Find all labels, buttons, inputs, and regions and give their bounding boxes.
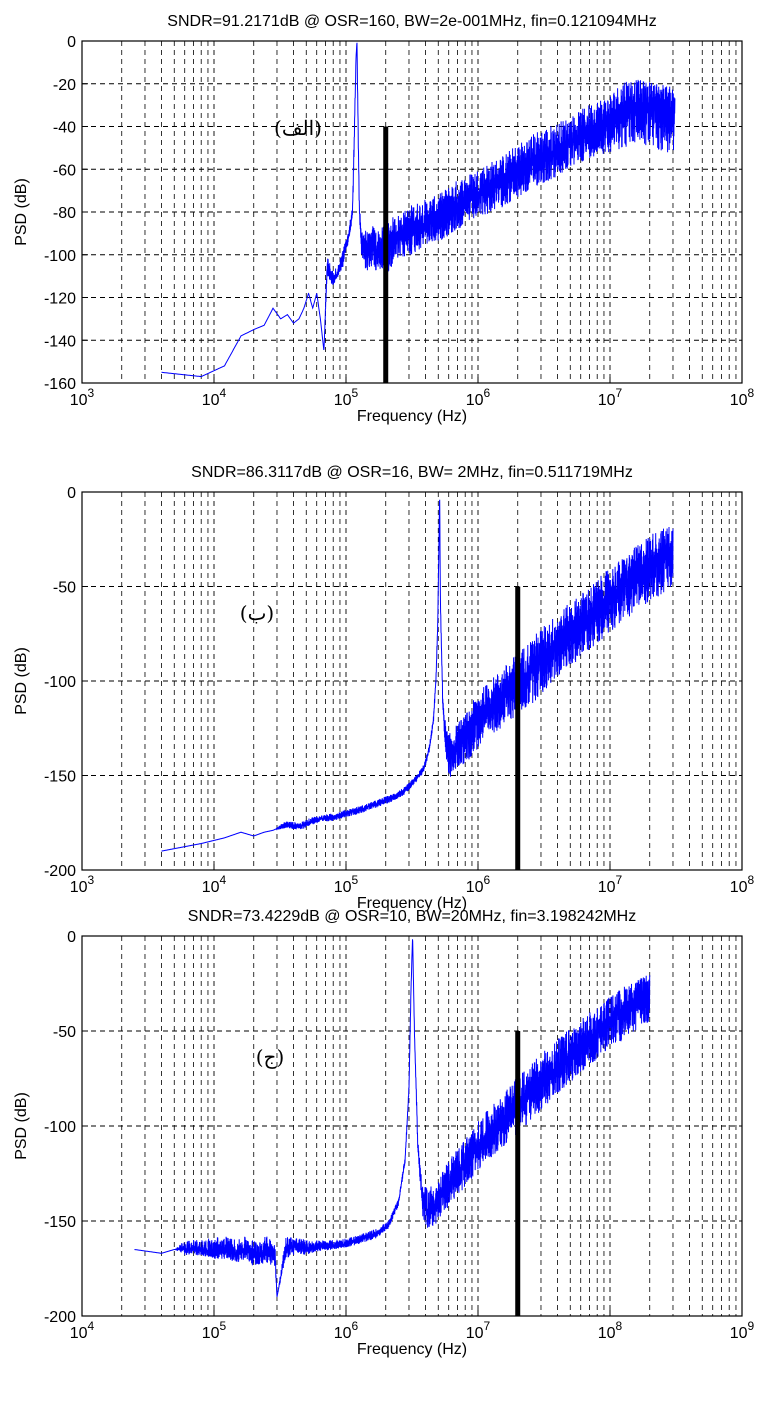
panel-annotation: (ج): [256, 1045, 285, 1069]
y-axis-label: PSD (dB): [13, 178, 30, 246]
y-tick-label: -140: [44, 333, 76, 350]
x-axis-label: Frequency (Hz): [357, 895, 467, 912]
x-tick-label: 107: [598, 386, 623, 409]
y-tick-label: 0: [67, 485, 76, 502]
x-tick-label: 107: [598, 873, 623, 896]
y-tick-label: -20: [53, 77, 76, 94]
chart-panel-2: SNDR=86.3117dB @ OSR=16, BW= 2MHz, fin=0…: [13, 464, 755, 912]
y-tick-label: -40: [53, 120, 76, 137]
x-tick-label: 104: [202, 386, 227, 409]
psd-series-line: [134, 939, 651, 1297]
y-tick-label: 0: [67, 34, 76, 51]
x-tick-label: 105: [334, 873, 359, 896]
y-axis-label: PSD (dB): [13, 647, 30, 715]
y-tick-label: -120: [44, 291, 76, 308]
x-tick-label: 108: [598, 1319, 623, 1342]
y-tick-label: -50: [53, 580, 76, 597]
y-tick-label: -100: [44, 674, 76, 691]
x-tick-label: 109: [730, 1319, 755, 1342]
y-tick-label: -150: [44, 769, 76, 786]
panel-annotation: (الف): [274, 116, 322, 140]
x-axis-label: Frequency (Hz): [357, 408, 467, 425]
x-tick-label: 106: [466, 873, 491, 896]
y-tick-label: -100: [44, 1119, 76, 1136]
y-tick-label: 0: [67, 929, 76, 946]
x-tick-label: 105: [334, 386, 359, 409]
chart-panel-1: SNDR=91.2171dB @ OSR=160, BW=2e-001MHz, …: [13, 13, 755, 425]
chart-title: SNDR=86.3117dB @ OSR=16, BW= 2MHz, fin=0…: [191, 464, 633, 481]
x-tick-label: 104: [202, 873, 227, 896]
chart-title: SNDR=91.2171dB @ OSR=160, BW=2e-001MHz, …: [167, 13, 656, 30]
x-tick-label: 103: [70, 873, 95, 896]
psd-series-line: [161, 42, 676, 378]
x-tick-label: 104: [70, 1319, 95, 1342]
grid: [81, 491, 743, 871]
chart-title: SNDR=73.4229dB @ OSR=10, BW=20MHz, fin=3…: [188, 908, 636, 925]
y-tick-label: -150: [44, 1214, 76, 1231]
x-tick-label: 106: [466, 386, 491, 409]
y-tick-label: -160: [44, 376, 76, 393]
psd-series-line: [161, 499, 674, 852]
y-tick-label: -200: [44, 863, 76, 880]
panel-annotation: (ب): [240, 601, 274, 625]
x-tick-label: 108: [730, 873, 755, 896]
y-tick-label: -80: [53, 205, 76, 222]
y-tick-label: -100: [44, 248, 76, 265]
x-tick-label: 108: [730, 386, 755, 409]
x-tick-label: 107: [466, 1319, 491, 1342]
x-axis-label: Frequency (Hz): [357, 1341, 467, 1358]
y-tick-label: -60: [53, 162, 76, 179]
grid: [81, 935, 743, 1317]
x-tick-label: 103: [70, 386, 95, 409]
x-tick-label: 105: [202, 1319, 227, 1342]
y-tick-label: -200: [44, 1309, 76, 1326]
chart-panel-3: SNDR=73.4229dB @ OSR=10, BW=20MHz, fin=3…: [13, 908, 755, 1358]
y-axis-label: PSD (dB): [13, 1092, 30, 1160]
x-tick-label: 106: [334, 1319, 359, 1342]
y-tick-label: -50: [53, 1024, 76, 1041]
